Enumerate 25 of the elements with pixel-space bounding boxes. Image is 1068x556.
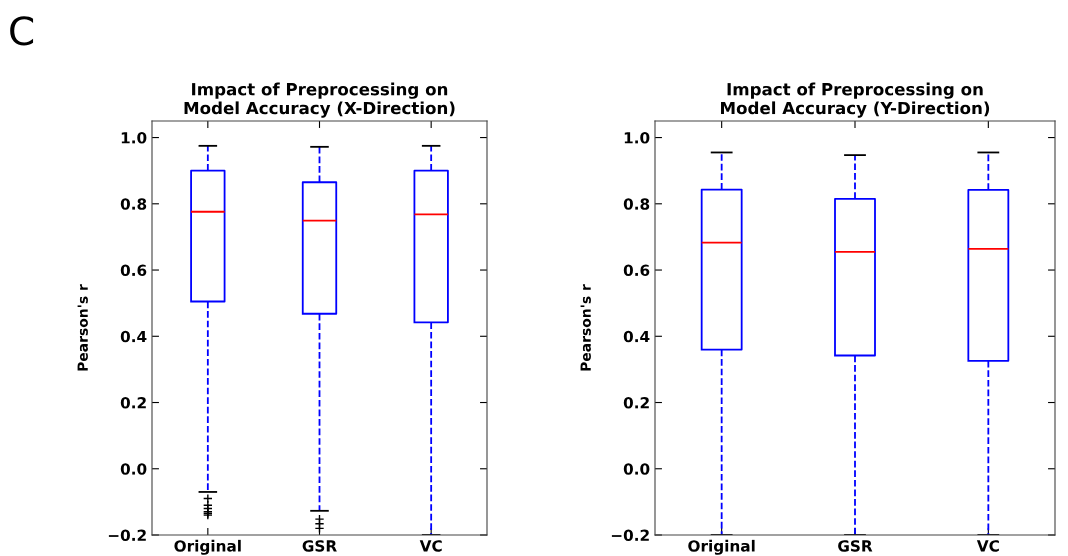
y-tick-label: 0.8: [623, 198, 650, 210]
x-tick-label: Original: [174, 539, 241, 555]
y-tick-label: 0.0: [623, 463, 650, 475]
x-tick-label: VC: [976, 540, 999, 552]
y-tick-label: 0.0: [120, 463, 147, 475]
x-tick-label: Original: [688, 539, 755, 555]
y-tick-label: 0.2: [120, 396, 146, 409]
y-tick-label: 0.4: [120, 330, 147, 343]
x-tick-label: GSR: [302, 540, 337, 552]
chart-title: Impact of Preprocessing on Model Accuracy (Y-Direction): [721, 82, 990, 118]
y-tick-label: 0.6: [120, 264, 147, 277]
y-axis-title: Pearson's r: [580, 284, 591, 371]
chart-title: Impact of Preprocessing on Model Accuracy (X-Direction): [184, 82, 455, 118]
y-tick-label: 0.2: [623, 396, 649, 409]
y-tick-label: 1.0: [121, 132, 147, 144]
x-tick-label: GSR: [838, 540, 873, 552]
x-tick-label: VC: [419, 540, 442, 552]
y-tick-label: −0.2: [611, 529, 649, 542]
y-tick-label: 0.4: [623, 330, 650, 343]
text: C: [10, 16, 34, 46]
y-tick-label: 1.0: [624, 132, 650, 144]
y-axis-title: Pearson's r: [77, 284, 88, 371]
y-tick-label: 0.8: [120, 198, 147, 210]
y-tick-label: −0.2: [108, 529, 146, 542]
y-tick-label: 0.6: [623, 264, 650, 277]
